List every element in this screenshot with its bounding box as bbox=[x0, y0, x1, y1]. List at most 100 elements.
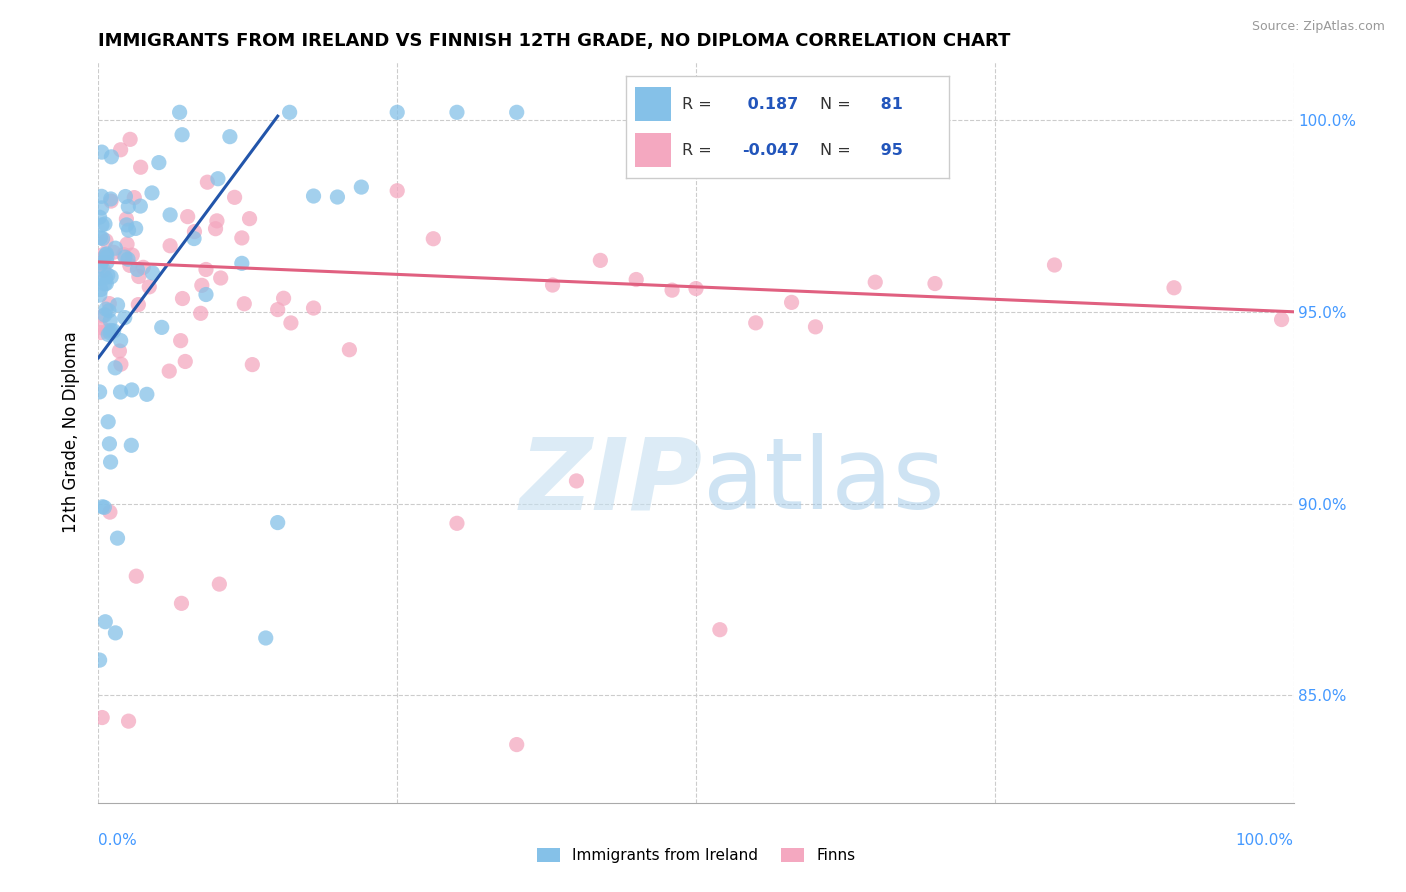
Text: 0.0%: 0.0% bbox=[98, 833, 138, 848]
Point bbox=[93, 308, 115, 322]
Point bbox=[233, 297, 256, 311]
Point bbox=[135, 387, 157, 401]
Point bbox=[176, 210, 198, 224]
Point bbox=[90, 320, 112, 334]
Point bbox=[278, 105, 301, 120]
Point bbox=[90, 201, 112, 215]
Point bbox=[107, 531, 129, 545]
Point bbox=[104, 360, 127, 375]
Point bbox=[115, 218, 138, 232]
Point bbox=[238, 211, 260, 226]
Point bbox=[98, 296, 121, 310]
Point bbox=[91, 710, 114, 724]
Point bbox=[94, 270, 117, 285]
Point bbox=[205, 214, 228, 228]
Point bbox=[98, 313, 121, 327]
Point bbox=[97, 327, 120, 342]
Point bbox=[141, 266, 163, 280]
Point bbox=[183, 231, 205, 245]
Text: R =: R = bbox=[682, 143, 711, 158]
Point bbox=[280, 316, 302, 330]
Text: Source: ZipAtlas.com: Source: ZipAtlas.com bbox=[1251, 20, 1385, 33]
Point bbox=[121, 248, 143, 262]
Point bbox=[254, 631, 277, 645]
Point bbox=[91, 218, 114, 232]
Point bbox=[93, 263, 115, 277]
Point bbox=[94, 615, 117, 629]
Point bbox=[96, 250, 118, 264]
Point bbox=[273, 291, 295, 305]
Point bbox=[204, 221, 226, 235]
Text: 0.187: 0.187 bbox=[742, 96, 799, 112]
Point bbox=[685, 281, 707, 295]
Point bbox=[94, 217, 117, 231]
Point bbox=[110, 334, 132, 348]
Text: 95: 95 bbox=[875, 143, 903, 158]
Point bbox=[104, 241, 127, 255]
Point bbox=[90, 283, 112, 297]
Point bbox=[302, 189, 325, 203]
Point bbox=[231, 231, 253, 245]
Point bbox=[709, 623, 731, 637]
Text: R =: R = bbox=[682, 96, 711, 112]
Point bbox=[103, 324, 125, 338]
Point bbox=[326, 190, 349, 204]
Point bbox=[100, 455, 122, 469]
Point bbox=[159, 239, 181, 253]
Point bbox=[117, 252, 139, 267]
Point bbox=[90, 326, 112, 340]
Bar bbox=[636, 133, 671, 167]
Point bbox=[446, 105, 468, 120]
Point bbox=[121, 383, 143, 397]
Point bbox=[89, 288, 111, 302]
Point bbox=[127, 297, 149, 311]
Point bbox=[124, 221, 146, 235]
Point bbox=[96, 277, 118, 291]
Point bbox=[89, 211, 111, 225]
Text: N =: N = bbox=[820, 143, 851, 158]
Point bbox=[240, 358, 263, 372]
Point bbox=[97, 303, 120, 318]
Point bbox=[195, 175, 218, 189]
Point bbox=[110, 385, 132, 400]
Point bbox=[110, 143, 132, 157]
Point bbox=[115, 237, 138, 252]
Point bbox=[224, 190, 246, 204]
Point bbox=[94, 302, 117, 317]
Point bbox=[114, 310, 136, 325]
Point bbox=[150, 320, 173, 334]
Point bbox=[94, 248, 117, 262]
Text: 81: 81 bbox=[875, 96, 903, 112]
Point bbox=[103, 245, 125, 260]
Point bbox=[90, 189, 112, 203]
Point bbox=[89, 384, 111, 399]
Point bbox=[94, 277, 117, 291]
Point bbox=[190, 306, 212, 320]
Point bbox=[446, 516, 468, 531]
Point bbox=[91, 309, 114, 323]
Point bbox=[91, 247, 114, 261]
Point bbox=[1271, 312, 1294, 326]
Point bbox=[120, 132, 142, 146]
Point bbox=[195, 262, 218, 277]
Point bbox=[117, 200, 139, 214]
Point bbox=[125, 569, 148, 583]
Point bbox=[172, 128, 194, 142]
Point bbox=[97, 268, 120, 282]
Point bbox=[90, 145, 112, 160]
Point bbox=[93, 251, 115, 265]
Point bbox=[191, 278, 214, 293]
Point bbox=[128, 269, 150, 284]
Point bbox=[89, 231, 111, 245]
Point bbox=[565, 474, 588, 488]
Point bbox=[506, 738, 529, 752]
Text: N =: N = bbox=[820, 96, 851, 112]
Point bbox=[141, 186, 163, 200]
Point bbox=[124, 191, 146, 205]
Point bbox=[117, 223, 139, 237]
Point bbox=[100, 194, 122, 208]
Point bbox=[91, 500, 114, 514]
Point bbox=[97, 324, 120, 338]
Point bbox=[231, 256, 253, 270]
Point bbox=[93, 500, 115, 515]
